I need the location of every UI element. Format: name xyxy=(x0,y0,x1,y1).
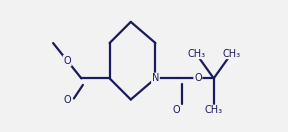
Text: O: O xyxy=(173,105,181,115)
Text: O: O xyxy=(63,56,71,66)
Text: CH₃: CH₃ xyxy=(187,49,205,59)
Text: O: O xyxy=(194,73,202,83)
Text: CH₃: CH₃ xyxy=(205,105,223,115)
Text: N: N xyxy=(152,73,159,83)
Text: O: O xyxy=(63,95,71,105)
Text: CH₃: CH₃ xyxy=(222,49,240,59)
